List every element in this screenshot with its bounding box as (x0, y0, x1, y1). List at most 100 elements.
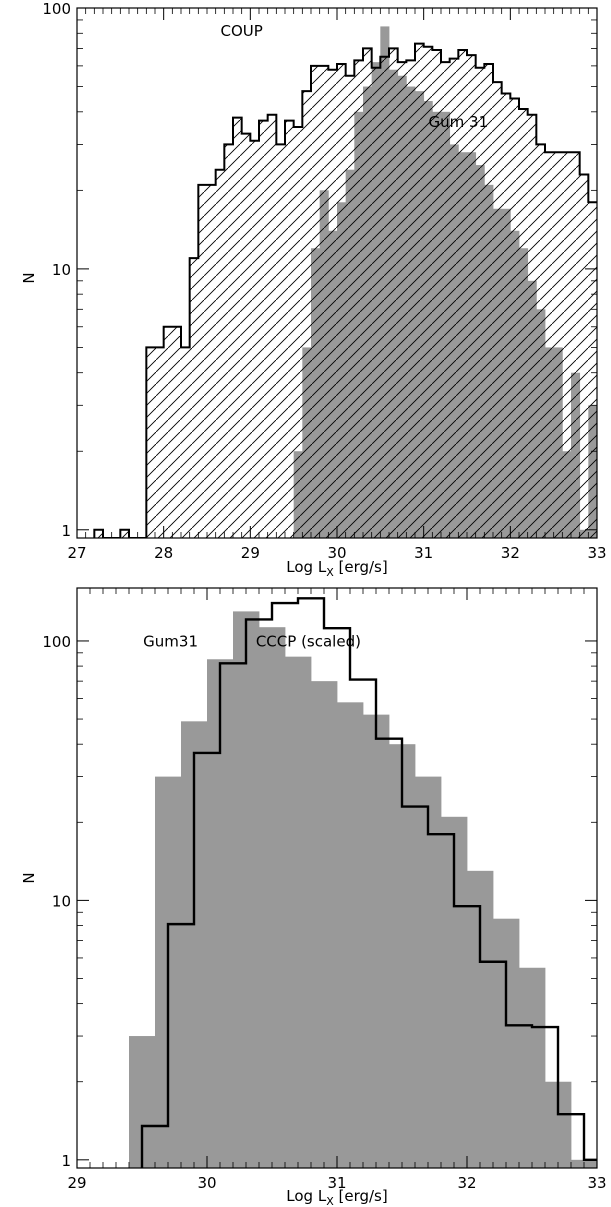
top-bar-coup-0 (94, 529, 104, 538)
bottom-bar-gum31-18 (597, 1160, 611, 1168)
top-bar-coup-44 (475, 67, 485, 538)
top-xtick-label: 28 (154, 544, 173, 562)
bottom-xtick-label: 33 (587, 1174, 606, 1192)
top-bar-coup-35 (397, 62, 407, 538)
top-bar-coup-51 (536, 144, 546, 538)
top-annotation-0: COUP (221, 22, 263, 40)
top-xtick-label: 32 (501, 544, 520, 562)
top-bar-coup-3 (120, 529, 130, 538)
top-bar-coup-19 (259, 120, 268, 538)
top-bar-coup-56 (579, 174, 589, 538)
top-xtick-label: 30 (327, 544, 346, 562)
top-bar-coup-29 (345, 75, 355, 538)
top-bar-coup-57 (588, 202, 597, 538)
panel-top-xlabel: Log LX [erg/s] (286, 558, 387, 579)
top-bar-coup-50 (527, 114, 537, 538)
panel-top-annotations: COUP Gum 31 (221, 22, 489, 131)
panel-top-frame (76, 7, 598, 539)
top-bar-coup-16 (233, 117, 242, 538)
bottom-bar-gum31-11 (415, 776, 442, 1168)
top-bar-coup-27 (328, 69, 338, 538)
bottom-bar-gum31-9 (363, 714, 390, 1168)
top-bar-coup-24 (302, 91, 312, 538)
panel-top: 27 28 29 30 31 32 33 1 10 100 N Log LX [erg/s] CO… (20, 0, 611, 579)
top-bar-coup-59 (606, 216, 611, 538)
top-bar-coup-41 (449, 58, 459, 538)
top-bar-coup-9 (172, 326, 182, 538)
top-bar-coup-54 (562, 152, 572, 538)
top-bar-coup-32 (371, 67, 381, 538)
panel-top-tick-labels: 27 28 29 30 31 32 33 1 10 100 (42, 0, 606, 562)
bottom-xtick-label: 32 (457, 1174, 476, 1192)
top-bar-coup-15 (224, 144, 234, 538)
panel-bottom-xlabel: Log LX [erg/s] (286, 1187, 387, 1207)
bottom-bar-gum31-5 (259, 627, 286, 1168)
top-xtick-label: 31 (414, 544, 433, 562)
top-bar-coup-45 (484, 64, 494, 538)
top-bar-coup-40 (441, 62, 450, 538)
bottom-bar-gum31-7 (311, 681, 338, 1168)
bottom-xtick-label: 30 (197, 1174, 216, 1192)
bottom-bar-gum31-6 (285, 656, 312, 1168)
top-bar-coup-48 (510, 98, 520, 538)
top-ytick-label: 100 (42, 0, 71, 18)
top-bar-coup-38 (423, 46, 433, 538)
top-bar-gum-31-35 (597, 451, 606, 538)
bottom-ytick-label: 100 (42, 633, 71, 651)
bottom-bar-gum31-14 (493, 918, 520, 1168)
top-bar-coup-14 (215, 169, 225, 538)
panel-bottom-frame (76, 587, 598, 1169)
panel-top-ticks (76, 7, 598, 538)
top-annotation-1: Gum 31 (429, 113, 489, 131)
top-bar-coup-8 (163, 326, 173, 538)
top-bar-coup-23 (293, 126, 303, 538)
top-bar-coup-10 (181, 347, 190, 538)
panel-bottom-ylabel: N (20, 872, 38, 883)
top-bar-coup-20 (267, 114, 277, 538)
bottom-bar-gum31-10 (389, 744, 416, 1168)
top-bar-coup-25 (311, 65, 320, 538)
panel-top-ylabel: N (20, 272, 38, 283)
bottom-bar-gum31-15 (519, 967, 546, 1168)
bottom-xtick-label: 29 (67, 1174, 86, 1192)
top-bar-coup-11 (189, 258, 199, 538)
top-bar-coup-37 (415, 43, 424, 538)
top-bar-coup-39 (432, 50, 442, 538)
top-bar-coup-36 (406, 60, 416, 538)
top-xtick-label: 29 (241, 544, 260, 562)
top-bar-coup-13 (207, 184, 216, 538)
top-bar-coup-43 (467, 55, 476, 538)
top-bar-coup-46 (493, 82, 502, 538)
bottom-annotation-0: Gum31 (143, 633, 198, 651)
top-ytick-label: 1 (61, 522, 71, 540)
top-bar-coup-55 (571, 152, 580, 538)
top-bar-coup-21 (276, 144, 286, 538)
top-xtick-label: 33 (587, 544, 606, 562)
bottom-xtick-label: 31 (327, 1174, 346, 1192)
top-bar-coup-30 (354, 60, 364, 538)
top-bar-coup-49 (519, 109, 528, 538)
top-bar-coup-7 (155, 347, 164, 538)
top-xtick-label: 27 (67, 544, 86, 562)
top-bar-coup-12 (198, 184, 208, 538)
top-bar-coup-17 (241, 133, 251, 538)
top-bar-coup-22 (285, 120, 294, 538)
top-bar-coup-47 (501, 93, 511, 538)
top-bar-coup-28 (337, 64, 346, 538)
panel-top-bars (93, 26, 611, 538)
bottom-annotation-1: CCCP (scaled) (256, 633, 361, 651)
panel-bottom-tick-labels: 29 30 31 32 33 1 10 100 (42, 633, 606, 1192)
top-outline-coup (93, 42, 597, 538)
top-bar-coup-52 (545, 152, 554, 538)
top-bar-coup-42 (458, 50, 468, 538)
top-bar-coup-34 (389, 48, 398, 538)
top-bar-gum-31-36 (606, 530, 611, 538)
bottom-outline-cccp-scaled (140, 597, 597, 1168)
panel-bottom-annotations: Gum31 CCCP (scaled) (143, 633, 361, 651)
top-bar-coup-18 (250, 140, 260, 538)
top-ytick-label: 10 (52, 261, 71, 279)
top-bar-coup-58 (597, 202, 606, 538)
panel-bottom-bars (129, 597, 611, 1168)
bottom-bar-gum31-4 (233, 611, 260, 1168)
